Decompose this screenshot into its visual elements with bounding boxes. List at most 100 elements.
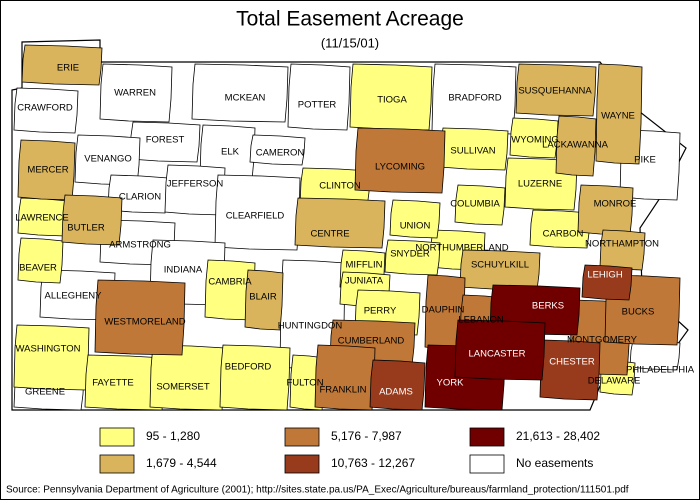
county-label: NORTHAMPTON xyxy=(585,239,659,250)
county-label: BEDFORD xyxy=(225,362,272,373)
county-label: LUZERNE xyxy=(518,179,562,190)
county xyxy=(287,63,351,131)
county xyxy=(369,359,426,411)
county-label: JUNIATA xyxy=(345,276,384,287)
county-label: ADAMS xyxy=(379,387,413,398)
legend-label: 10,763 - 12,267 xyxy=(331,456,415,470)
legend-swatch xyxy=(469,454,505,474)
county xyxy=(214,174,301,251)
county-label: NORTHUMBERLAND xyxy=(415,243,508,254)
county xyxy=(555,115,597,177)
county xyxy=(577,184,634,236)
county-label: CLEARFIELD xyxy=(226,211,285,222)
county xyxy=(454,184,506,226)
county-label: VENANGO xyxy=(84,154,132,165)
county xyxy=(99,63,173,123)
county-label: CUMBERLAND xyxy=(338,336,405,347)
county-label: WARREN xyxy=(114,88,156,99)
county-label: WAYNE xyxy=(601,111,635,122)
map-title: Total Easement Acreage xyxy=(236,8,464,31)
county xyxy=(13,324,90,391)
county-label: COLUMBIA xyxy=(450,199,500,210)
county xyxy=(21,44,103,86)
county-label: ARMSTRONG xyxy=(109,240,171,251)
legend-swatch xyxy=(469,427,505,447)
county xyxy=(84,354,166,411)
county-label: PHILADELPHIA xyxy=(626,365,695,376)
county-label: ELK xyxy=(221,147,240,158)
county xyxy=(515,63,597,117)
county-label: PERRY xyxy=(364,306,397,317)
county-label: HUNTINGDON xyxy=(278,321,343,332)
county-label: BUCKS xyxy=(622,307,655,318)
county-label: YORK xyxy=(437,378,465,389)
county-label: MONROE xyxy=(594,199,637,210)
county-label: CAMBRIA xyxy=(208,277,252,288)
county xyxy=(149,344,226,411)
legend-swatch xyxy=(99,454,135,474)
county xyxy=(94,279,186,356)
county-label: MCKEAN xyxy=(225,93,266,104)
county-label: BEAVER xyxy=(19,263,57,274)
county-label: TIOGA xyxy=(377,95,407,106)
county-label: CAMERON xyxy=(256,148,305,159)
county-label: FULTON xyxy=(286,378,323,389)
legend-label: 95 - 1,280 xyxy=(146,429,200,443)
county xyxy=(107,174,169,214)
county-label: FAYETTE xyxy=(92,378,134,389)
county-label: CHESTER xyxy=(549,357,595,368)
legend-swatch xyxy=(284,454,320,474)
map-subtitle: (11/15/01) xyxy=(321,35,379,50)
county-label: DAUPHIN xyxy=(422,305,465,316)
county-label: SUSQUEHANNA xyxy=(518,86,592,97)
county-label: JEFFERSON xyxy=(167,179,224,190)
county-label: CLARION xyxy=(119,192,161,203)
county-label: LYCOMING xyxy=(375,162,425,173)
county xyxy=(599,229,646,271)
county-label: BERKS xyxy=(532,301,564,312)
county xyxy=(595,63,643,165)
county-label: BLAIR xyxy=(249,292,277,303)
county-label: WASHINGTON xyxy=(16,344,81,355)
county xyxy=(244,269,284,331)
legend-swatch xyxy=(99,427,135,447)
county xyxy=(529,209,591,249)
county-label: INDIANA xyxy=(164,265,203,276)
county xyxy=(13,87,79,134)
county xyxy=(384,239,441,276)
county-label: FRANKLIN xyxy=(320,385,367,396)
county-label: BUTLER xyxy=(67,223,105,234)
county xyxy=(294,197,386,249)
county-label: LACKAWANNA xyxy=(542,140,608,151)
county-label: GREENE xyxy=(25,387,65,398)
county-label: DELAWARE xyxy=(588,376,641,387)
county-label: WESTMORELAND xyxy=(104,317,185,328)
county-label: MIFFLIN xyxy=(346,260,383,271)
county-label: LEHIGH xyxy=(587,270,623,281)
county xyxy=(539,339,601,401)
county xyxy=(61,194,123,246)
county-label: MERCER xyxy=(27,165,68,176)
county-label: SOMERSET xyxy=(156,382,210,393)
county-label: PIKE xyxy=(634,155,656,166)
county-label: CLINTON xyxy=(319,181,361,192)
county-label: CARBON xyxy=(543,229,584,240)
county-label: ERIE xyxy=(57,63,79,74)
legend-label: 21,613 - 28,402 xyxy=(516,429,600,443)
county xyxy=(509,117,559,159)
county-label: UNION xyxy=(400,221,431,232)
county xyxy=(354,127,446,194)
county-label: CENTRE xyxy=(310,229,349,240)
county-label: LANCASTER xyxy=(468,349,525,360)
county-label: SCHUYLKILL xyxy=(471,260,529,271)
county-label: MONTGOMERY xyxy=(567,335,638,346)
legend-label: 1,679 - 4,544 xyxy=(146,456,217,470)
county xyxy=(191,63,289,123)
source-note: Source: Pennsylvania Department of Agric… xyxy=(6,485,629,496)
county-label: WYOMING xyxy=(511,135,559,146)
county xyxy=(389,199,441,239)
county-label: BRADFORD xyxy=(448,93,501,104)
legend-label: 5,176 - 7,987 xyxy=(331,429,402,443)
county-label: FOREST xyxy=(146,135,185,146)
